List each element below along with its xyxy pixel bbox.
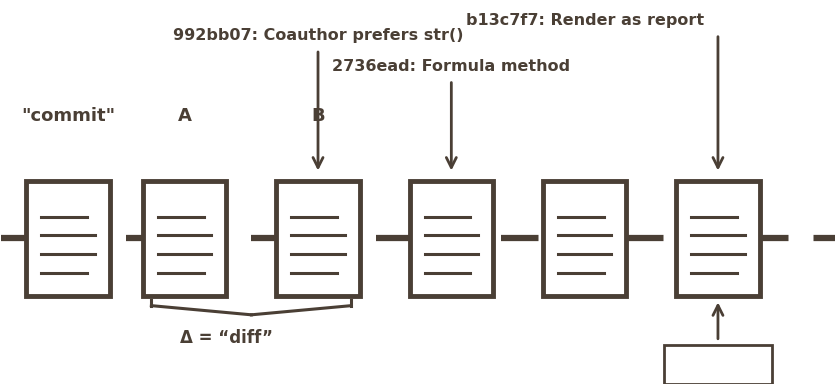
Text: 2736ead: Formula method: 2736ead: Formula method xyxy=(332,59,570,74)
FancyBboxPatch shape xyxy=(676,181,760,296)
FancyBboxPatch shape xyxy=(664,345,772,383)
Text: A: A xyxy=(178,107,191,125)
FancyBboxPatch shape xyxy=(410,181,493,296)
FancyBboxPatch shape xyxy=(27,181,110,296)
Text: B: B xyxy=(311,107,325,125)
Text: draft-01: draft-01 xyxy=(683,357,753,372)
FancyBboxPatch shape xyxy=(143,181,227,296)
Text: b13c7f7: Render as report: b13c7f7: Render as report xyxy=(466,13,704,28)
Text: 992bb07: Coauthor prefers str(): 992bb07: Coauthor prefers str() xyxy=(173,28,463,43)
Text: Δ = “diff”: Δ = “diff” xyxy=(180,329,273,347)
Text: "commit": "commit" xyxy=(21,107,115,125)
FancyBboxPatch shape xyxy=(277,181,359,296)
FancyBboxPatch shape xyxy=(543,181,626,296)
